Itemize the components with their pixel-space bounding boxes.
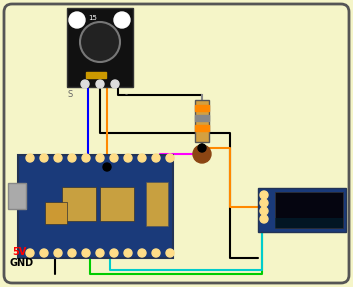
Circle shape	[138, 249, 146, 257]
Bar	[195, 115, 209, 121]
Bar	[195, 105, 209, 111]
Circle shape	[152, 249, 160, 257]
Bar	[62, 187, 96, 221]
Circle shape	[96, 249, 104, 257]
Text: 15: 15	[88, 15, 97, 21]
Circle shape	[82, 249, 90, 257]
Circle shape	[40, 249, 48, 257]
Text: S: S	[68, 90, 73, 99]
Text: A: A	[76, 15, 81, 21]
Bar	[146, 182, 168, 226]
Circle shape	[260, 199, 268, 207]
Bar	[275, 192, 343, 228]
Circle shape	[81, 80, 89, 88]
Circle shape	[124, 249, 132, 257]
Bar	[45, 202, 67, 224]
Circle shape	[198, 144, 206, 152]
Circle shape	[193, 145, 211, 163]
Circle shape	[96, 80, 104, 88]
Text: 5V: 5V	[12, 247, 26, 257]
Circle shape	[68, 249, 76, 257]
FancyBboxPatch shape	[4, 4, 349, 283]
Circle shape	[26, 154, 34, 162]
Text: GND: GND	[10, 258, 34, 268]
Circle shape	[260, 215, 268, 223]
Bar	[100, 187, 134, 221]
Bar	[258, 188, 346, 232]
Circle shape	[54, 249, 62, 257]
Circle shape	[82, 154, 90, 162]
Circle shape	[103, 163, 111, 171]
Circle shape	[54, 154, 62, 162]
Circle shape	[80, 22, 120, 62]
Circle shape	[26, 249, 34, 257]
Circle shape	[110, 154, 118, 162]
Circle shape	[124, 154, 132, 162]
Text: -: -	[125, 90, 128, 99]
Circle shape	[260, 191, 268, 199]
Bar	[18, 155, 173, 258]
Circle shape	[69, 12, 85, 28]
Bar	[195, 125, 209, 131]
Circle shape	[96, 154, 104, 162]
Circle shape	[111, 80, 119, 88]
Bar	[67, 8, 133, 87]
Circle shape	[110, 249, 118, 257]
Circle shape	[68, 154, 76, 162]
Bar	[195, 100, 209, 142]
Circle shape	[166, 249, 174, 257]
Circle shape	[114, 12, 130, 28]
Circle shape	[166, 154, 174, 162]
Circle shape	[138, 154, 146, 162]
Bar	[8, 183, 26, 209]
Bar	[86, 72, 106, 78]
Circle shape	[152, 154, 160, 162]
Circle shape	[40, 154, 48, 162]
Circle shape	[260, 207, 268, 215]
Bar	[275, 218, 343, 228]
